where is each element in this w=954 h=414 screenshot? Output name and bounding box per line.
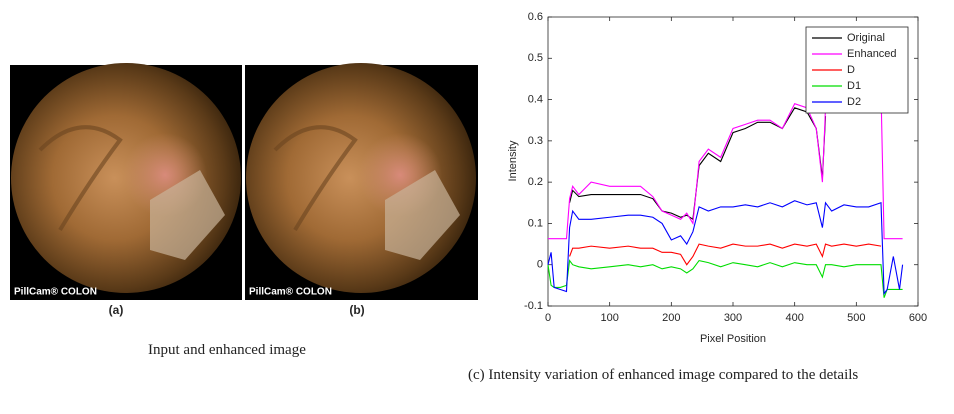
- y-tick-label: 0.6: [528, 11, 543, 23]
- series-line: [547, 200, 904, 296]
- x-tick-label: 100: [600, 312, 618, 324]
- chart-caption: (c) Intensity variation of enhanced imag…: [468, 367, 859, 383]
- x-tick-label: 300: [724, 312, 742, 324]
- x-tick-label: 600: [909, 312, 927, 324]
- y-tick-label: 0.2: [528, 176, 543, 188]
- x-tick-label: 400: [785, 312, 803, 324]
- series-line: [547, 259, 903, 298]
- y-tick-label: -0.1: [524, 300, 543, 312]
- y-tick-label: 0.5: [528, 52, 543, 64]
- x-tick-label: 200: [662, 312, 680, 324]
- watermark: PillCam® COLON: [249, 287, 332, 298]
- y-axis-label: Intensity: [507, 140, 519, 181]
- images-caption: Input and enhanced image: [148, 342, 306, 358]
- legend-label: Original: [847, 32, 885, 44]
- x-tick-label: 0: [545, 312, 551, 324]
- legend-label: Enhanced: [847, 48, 897, 60]
- y-tick-label: 0.1: [528, 217, 543, 229]
- legend-label: D2: [847, 96, 861, 108]
- legend-label: D: [847, 64, 855, 76]
- series-line: [548, 103, 827, 240]
- image-label: (a): [109, 303, 124, 317]
- image-b: [245, 63, 478, 300]
- y-tick-label: 0: [537, 259, 543, 271]
- x-axis-label: Pixel Position: [700, 333, 766, 345]
- series-line: [569, 243, 882, 266]
- y-tick-label: 0.3: [528, 135, 543, 147]
- x-tick-label: 500: [847, 312, 865, 324]
- watermark: PillCam® COLON: [14, 287, 97, 298]
- legend-label: D1: [847, 80, 861, 92]
- y-tick-label: 0.4: [528, 93, 543, 105]
- series-line: [880, 91, 903, 240]
- image-a: [10, 63, 242, 300]
- image-label: (b): [349, 303, 364, 317]
